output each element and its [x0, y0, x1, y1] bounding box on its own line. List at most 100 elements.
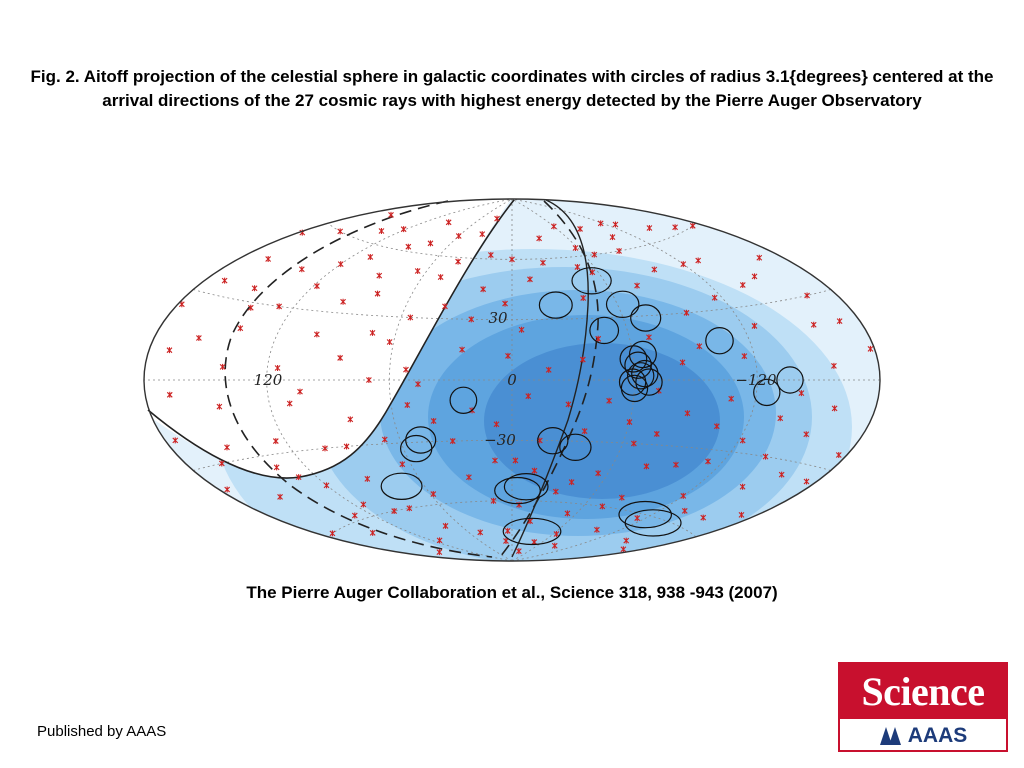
agn-source-marker — [683, 309, 690, 316]
agn-source-marker — [369, 329, 376, 336]
agn-source-marker — [442, 522, 449, 529]
agn-source-marker — [574, 264, 581, 271]
agn-source-marker — [803, 478, 810, 485]
agn-source-marker — [272, 438, 279, 445]
agn-source-marker — [218, 460, 225, 467]
agn-source-marker — [360, 501, 367, 508]
cosmic-ray-event-circle — [624, 509, 682, 537]
cosmic-ray-event-circle — [620, 374, 649, 403]
exposure-boundary-line — [147, 199, 515, 479]
agn-source-marker — [340, 298, 346, 305]
agn-source-marker — [224, 444, 230, 451]
tick-label-lat-minus-30: −30 — [484, 431, 516, 449]
agn-source-marker — [673, 461, 679, 468]
publisher-credit: Published by AAAS — [37, 723, 167, 740]
agn-source-marker — [804, 292, 810, 299]
agn-source-marker — [713, 423, 720, 430]
exposure-band-5 — [484, 343, 720, 499]
agn-source-marker — [531, 467, 538, 474]
agn-source-marker — [591, 251, 598, 258]
aaas-triangle-icon — [879, 727, 901, 745]
agn-source-marker — [297, 388, 303, 395]
agn-source-marker — [404, 401, 411, 408]
agn-source-marker — [696, 343, 703, 350]
cosmic-ray-event-circle — [503, 473, 549, 501]
tick-label-lat-30: 30 — [488, 309, 508, 327]
figure-citation: The Pierre Auger Collaboration et al., S… — [246, 583, 778, 602]
cosmic-ray-event-circle — [538, 291, 573, 319]
agn-source-marker — [679, 359, 686, 366]
agn-source-marker — [593, 526, 600, 533]
cosmic-ray-event-circle — [494, 476, 541, 505]
aitoff-sky-map-svg: 30 0 −30 120 −120 — [143, 198, 881, 562]
agn-source-marker — [400, 226, 407, 233]
agn-source-marker — [572, 244, 579, 251]
agn-source-marker — [219, 363, 226, 370]
agn-source-marker — [224, 486, 231, 493]
agn-source-marker — [695, 257, 702, 264]
cosmic-ray-event-circle — [605, 290, 640, 319]
aitoff-sky-map: 30 0 −30 120 −120 — [140, 195, 884, 565]
agn-source-marker — [553, 530, 560, 537]
agn-source-markers — [166, 211, 874, 556]
aaas-wordmark: AAAS — [907, 724, 968, 747]
agn-source-marker — [589, 269, 596, 276]
agn-source-marker — [216, 403, 223, 410]
agn-source-marker — [337, 261, 344, 268]
agn-source-marker — [672, 224, 678, 231]
agn-source-marker — [427, 240, 434, 247]
agn-source-marker — [492, 457, 498, 464]
agn-source-marker — [545, 366, 552, 373]
cosmic-ray-event-circle — [624, 351, 652, 379]
agn-source-marker — [323, 482, 330, 489]
agn-source-marker — [494, 215, 500, 222]
agn-source-marker — [403, 366, 409, 373]
agn-source-marker — [247, 304, 254, 311]
agn-source-marker — [376, 272, 383, 279]
agn-source-marker — [166, 391, 173, 398]
agn-source-marker — [595, 470, 602, 477]
agn-source-marker — [436, 549, 443, 556]
agn-source-marker — [684, 410, 691, 417]
agn-source-marker — [468, 316, 475, 323]
agn-source-marker — [751, 273, 758, 280]
agn-source-marker — [477, 529, 484, 536]
agn-source-marker — [276, 303, 283, 310]
agn-source-marker — [777, 415, 784, 422]
agn-source-marker — [835, 451, 842, 458]
agn-source-marker — [616, 247, 622, 254]
agn-source-marker — [273, 464, 280, 471]
agn-source-marker — [195, 334, 202, 341]
agn-source-marker — [509, 256, 515, 263]
cosmic-ray-event-circle — [619, 345, 648, 373]
grid-meridian — [266, 199, 513, 561]
agn-source-marker — [540, 259, 546, 266]
agn-source-marker — [751, 322, 758, 329]
field-of-view-limit-west — [224, 200, 493, 558]
agn-source-marker — [651, 266, 658, 273]
agn-source-marker — [337, 354, 344, 361]
agn-source-marker — [552, 488, 559, 495]
agn-source-marker — [565, 401, 572, 408]
agn-source-marker — [298, 266, 305, 273]
agn-source-marker — [836, 318, 843, 325]
agn-source-marker — [237, 325, 244, 332]
agn-source-marker — [700, 514, 707, 521]
agn-source-marker — [466, 474, 472, 481]
agn-source-marker — [347, 416, 354, 423]
agn-source-marker — [609, 234, 616, 241]
agn-source-marker — [595, 335, 602, 342]
agn-source-marker — [634, 282, 640, 289]
cosmic-ray-event-circle — [589, 316, 620, 345]
agn-source-marker — [728, 395, 735, 402]
agn-source-marker — [374, 290, 381, 297]
agn-source-marker — [512, 457, 519, 464]
cosmic-ray-event-circle — [537, 426, 569, 455]
cosmic-ray-event-circle — [776, 366, 804, 394]
cosmic-ray-event-circle — [571, 267, 612, 295]
agn-source-marker — [518, 326, 525, 333]
agn-source-marker — [329, 530, 336, 537]
agn-source-marker — [286, 400, 293, 407]
agn-source-marker — [445, 219, 452, 226]
agn-source-marker — [455, 258, 461, 265]
